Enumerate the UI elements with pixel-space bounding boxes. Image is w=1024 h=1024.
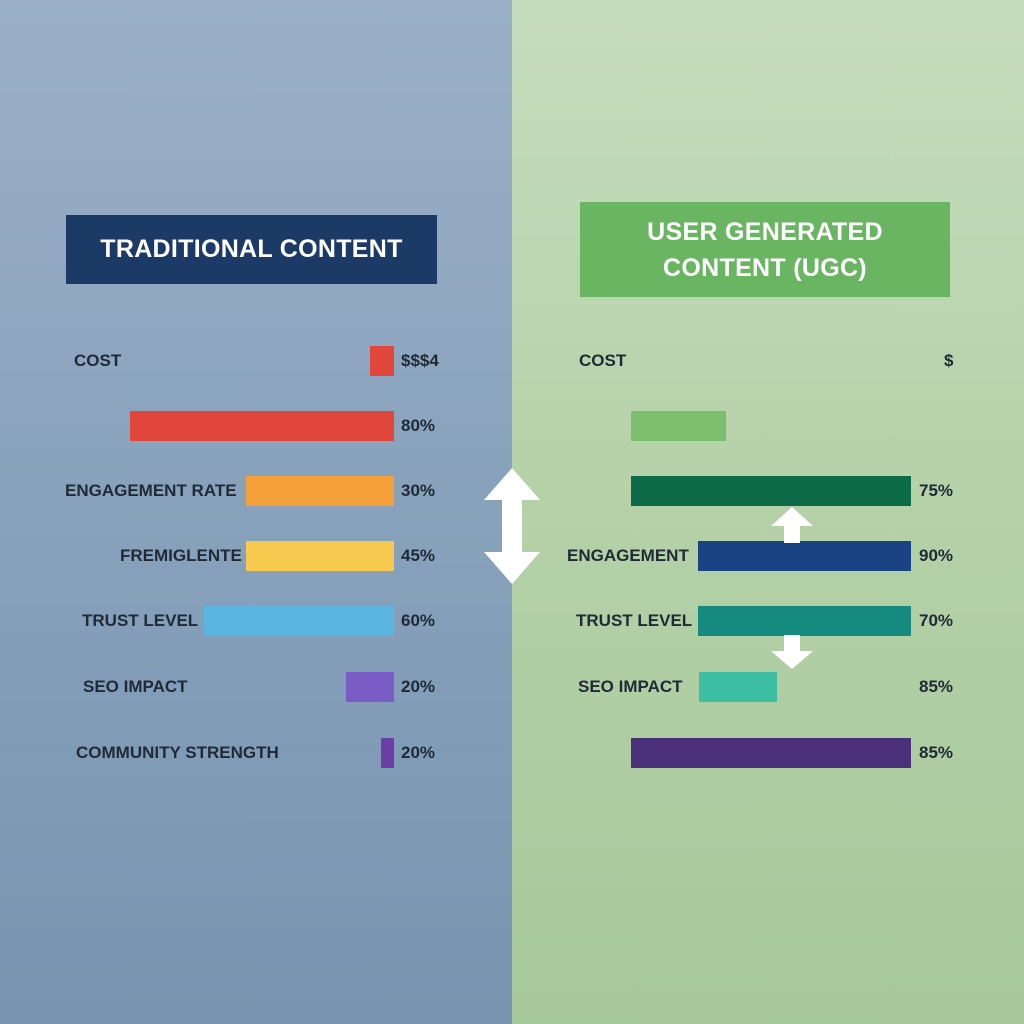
ugc-row-value: $	[944, 351, 954, 370]
traditional-row-label: COST	[74, 351, 122, 370]
ugc-row-value: 90%	[919, 546, 954, 565]
ugc-row-label: TRUST LEVEL	[576, 611, 693, 630]
ugc-bar	[631, 476, 911, 506]
traditional-bar	[370, 346, 394, 376]
ugc-bar	[698, 541, 911, 571]
traditional-row-label: ENGAGEMENT RATE	[65, 481, 237, 500]
ugc-row-value: 70%	[919, 611, 954, 630]
ugc-panel	[512, 0, 1024, 1024]
ugc-row-value: 75%	[919, 481, 954, 500]
up-arrow-icon	[771, 507, 813, 543]
traditional-bar	[246, 476, 394, 506]
traditional-row-value: 80%	[401, 416, 436, 435]
traditional-bar	[130, 411, 394, 441]
traditional-content-title: TRADITIONAL CONTENT	[66, 215, 437, 284]
ugc-content-title: USER GENERATED CONTENT (UGC)	[580, 202, 950, 297]
traditional-panel	[0, 0, 512, 1024]
ugc-row-label: SEO IMPACT	[578, 677, 683, 696]
traditional-row-value: 60%	[401, 611, 436, 630]
traditional-row-value: $$$4	[401, 351, 439, 370]
traditional-row-value: 20%	[401, 743, 436, 762]
ugc-row-label: COST	[579, 351, 627, 370]
traditional-row-value: 20%	[401, 677, 436, 696]
ugc-row-value: 85%	[919, 677, 954, 696]
ugc-bar	[631, 738, 911, 768]
ugc-bar	[698, 606, 911, 636]
traditional-bar	[246, 541, 394, 571]
traditional-row-value: 30%	[401, 481, 436, 500]
ugc-bar	[699, 672, 778, 702]
traditional-row-label: TRUST LEVEL	[82, 611, 199, 630]
ugc-row-label: ENGAGEMENT	[567, 546, 689, 565]
traditional-row-label: SEO IMPACT	[83, 677, 188, 696]
traditional-row-label: COMMUNITY STRENGTH	[76, 743, 279, 762]
traditional-row-label: FREMIGLENTE	[120, 546, 242, 565]
traditional-bar	[203, 606, 394, 636]
ugc-bar	[631, 411, 727, 441]
down-arrow-icon	[771, 635, 813, 669]
traditional-bar	[346, 672, 394, 702]
double-arrow-icon	[484, 468, 540, 584]
ugc-row-value: 85%	[919, 743, 954, 762]
traditional-bar	[380, 738, 394, 768]
traditional-row-value: 45%	[401, 546, 436, 565]
